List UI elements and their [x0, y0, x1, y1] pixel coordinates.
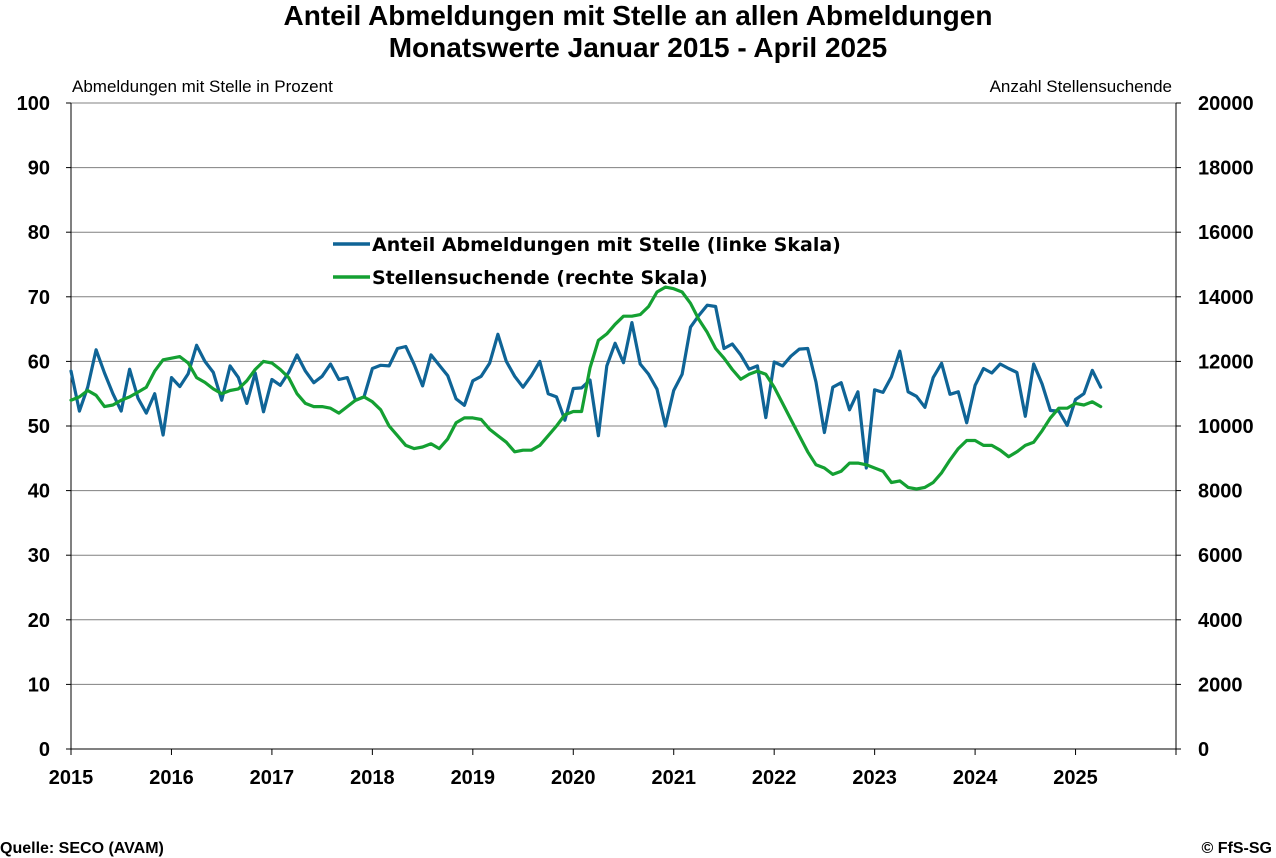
x-tick-label: 2023: [852, 767, 897, 789]
right-axis-label: Anzahl Stellensuchende: [989, 77, 1172, 96]
source-note: Quelle: SECO (AVAM): [0, 840, 164, 857]
chart-subtitle: Monatswerte Januar 2015 - April 2025: [388, 32, 888, 63]
x-tick-label: 2016: [149, 767, 194, 789]
legend-label: Stellensuchende (rechte Skala): [372, 267, 708, 289]
x-tick-label: 2024: [953, 767, 998, 789]
right-tick-label: 18000: [1198, 158, 1254, 180]
left-tick-label: 50: [28, 416, 50, 438]
left-tick-label: 100: [17, 93, 50, 115]
left-tick-label: 40: [28, 481, 50, 503]
right-tick-label: 4000: [1198, 610, 1243, 632]
x-tick-label: 2018: [350, 767, 395, 789]
x-tick-label: 2021: [651, 767, 696, 789]
left-tick-label: 60: [28, 351, 50, 373]
right-tick-label: 12000: [1198, 351, 1254, 373]
x-tick-label: 2022: [752, 767, 797, 789]
x-tick-label: 2025: [1053, 767, 1098, 789]
left-axis-label: Abmeldungen mit Stelle in Prozent: [72, 77, 333, 96]
right-tick-label: 2000: [1198, 674, 1243, 696]
left-tick-label: 90: [28, 158, 50, 180]
right-tick-label: 20000: [1198, 93, 1254, 115]
right-tick-label: 8000: [1198, 481, 1243, 503]
chart-title: Anteil Abmeldungen mit Stelle an allen A…: [283, 0, 993, 31]
right-tick-label: 0: [1198, 739, 1209, 761]
right-tick-label: 6000: [1198, 545, 1243, 567]
x-tick-label: 2020: [551, 767, 596, 789]
left-tick-label: 10: [28, 674, 50, 696]
copyright-note: © FfS-SG: [1201, 840, 1272, 857]
left-tick-label: 30: [28, 545, 50, 567]
x-tick-label: 2017: [250, 767, 295, 789]
x-tick-label: 2019: [451, 767, 496, 789]
right-tick-label: 14000: [1198, 287, 1254, 309]
legend-label: Anteil Abmeldungen mit Stelle (linke Ska…: [372, 234, 841, 256]
right-tick-label: 10000: [1198, 416, 1254, 438]
left-tick-label: 0: [39, 739, 50, 761]
right-tick-label: 16000: [1198, 222, 1254, 244]
left-tick-label: 70: [28, 287, 50, 309]
left-tick-label: 80: [28, 222, 50, 244]
left-tick-label: 20: [28, 610, 50, 632]
x-tick-label: 2015: [49, 767, 94, 789]
series-line-jobseekers: [69, 285, 1103, 491]
